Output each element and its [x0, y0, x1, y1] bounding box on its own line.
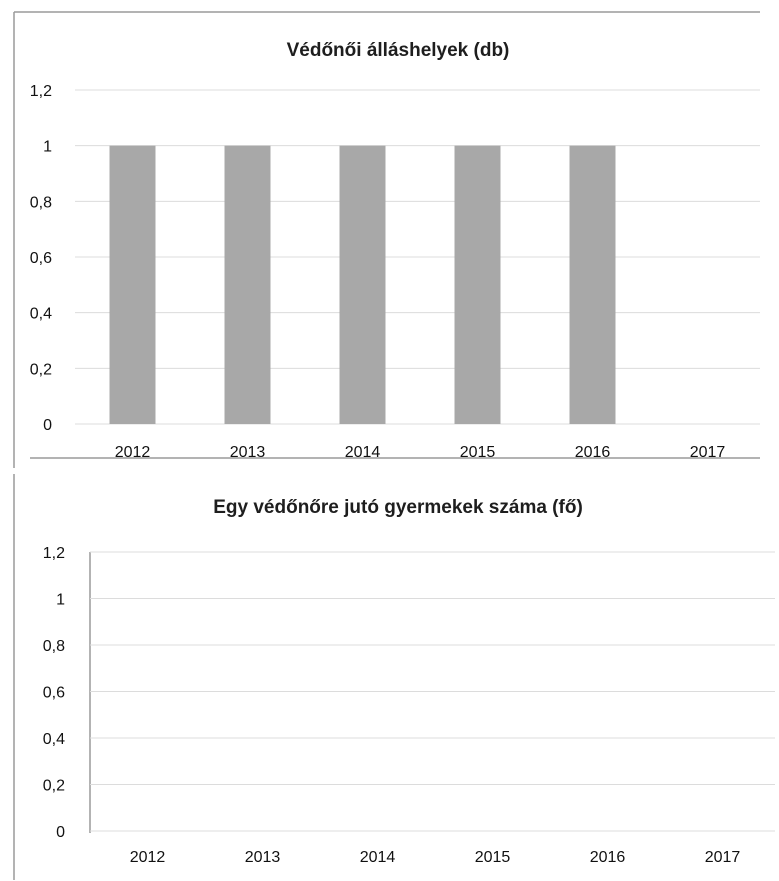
x-tick-label: 2013 — [230, 444, 266, 461]
y-tick-label: 0,2 — [43, 778, 65, 795]
x-tick-label: 2014 — [345, 444, 381, 461]
bar-2015 — [454, 145, 501, 424]
x-axis-ticks: 2012 2013 2014 2015 2016 2017 — [115, 444, 726, 461]
bar-2014 — [339, 145, 386, 424]
chart-vedonoi-allashelyek: Védőnői álláshelyek (db) 0 0,2 0,4 0,6 0,8 1 1… — [13, 11, 760, 468]
bar-2013 — [224, 145, 271, 424]
y-tick-label: 0 — [43, 417, 52, 434]
y-axis-ticks: 0 0,2 0,4 0,6 0,8 1 1,2 — [43, 545, 65, 841]
x-tick-label: 2012 — [115, 444, 151, 461]
chart-panel-gyermekek-szama: Egy védőnőre jutó gyermekek száma (fő) 0… — [0, 470, 779, 881]
chart-title: Védőnői álláshelyek (db) — [287, 40, 510, 61]
x-tick-label: 2015 — [475, 849, 511, 866]
chart-panel-vedonoi-allashelyek: Védőnői álláshelyek (db) 0 0,2 0,4 0,6 0,8 1 1… — [13, 11, 760, 468]
y-tick-label: 0,4 — [43, 731, 65, 748]
x-tick-label: 2012 — [130, 849, 166, 866]
y-tick-label: 1 — [43, 139, 52, 156]
y-tick-label: 0 — [56, 824, 65, 841]
x-tick-label: 2016 — [590, 849, 626, 866]
y-tick-label: 0,6 — [30, 250, 52, 267]
y-tick-label: 1,2 — [43, 545, 65, 562]
bar-2016 — [569, 145, 616, 424]
x-tick-label: 2015 — [460, 444, 496, 461]
chart-gyermekek-szama: Egy védőnőre jutó gyermekek száma (fő) 0… — [13, 474, 775, 880]
chart-title: Egy védőnőre jutó gyermekek száma (fő) — [213, 497, 583, 518]
x-tick-label: 2016 — [575, 444, 611, 461]
y-tick-label: 1 — [56, 592, 65, 609]
y-tick-label: 0,4 — [30, 306, 52, 323]
bars — [109, 145, 616, 424]
bar-2012 — [109, 145, 156, 424]
y-tick-label: 0,8 — [30, 194, 52, 211]
x-axis-ticks: 2012 2013 2014 2015 2016 2017 — [130, 849, 741, 866]
x-tick-label: 2014 — [360, 849, 396, 866]
y-tick-label: 0,2 — [30, 361, 52, 378]
y-tick-label: 0,8 — [43, 638, 65, 655]
y-tick-label: 0,6 — [43, 685, 65, 702]
y-axis-ticks: 0 0,2 0,4 0,6 0,8 1 1,2 — [30, 83, 52, 434]
gridlines — [75, 89, 760, 425]
x-tick-label: 2017 — [690, 444, 726, 461]
gridlines — [90, 551, 775, 832]
x-tick-label: 2013 — [245, 849, 281, 866]
y-tick-label: 1,2 — [30, 83, 52, 100]
x-tick-label: 2017 — [705, 849, 741, 866]
